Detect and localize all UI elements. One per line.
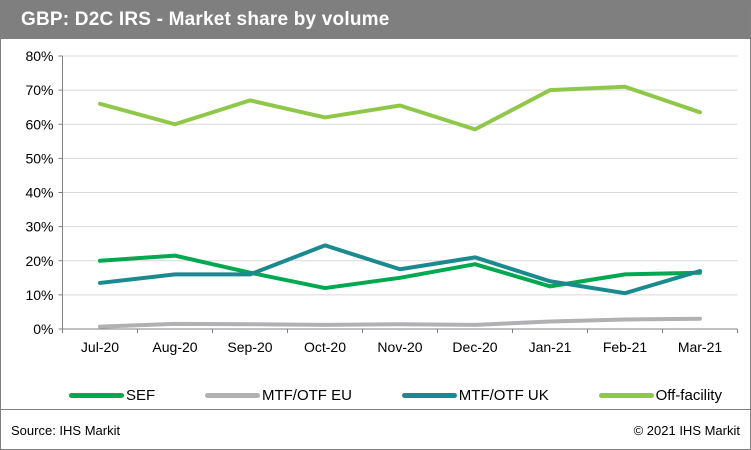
svg-text:0%: 0% (33, 321, 53, 337)
legend-label-mtf-otf-eu: MTF/OTF EU (261, 386, 352, 404)
mtf-otf-uk-line-swatch (401, 392, 457, 398)
line-chart: 0% 10% 20% 30% 40% 50% 60% 70% 80% Jul-20 Aug-20 Se… (25, 48, 738, 355)
copyright-text: © 2021 IHS Markit (633, 422, 740, 438)
svg-text:20%: 20% (25, 253, 53, 269)
svg-text:80%: 80% (25, 48, 53, 64)
sef-line-swatch (69, 392, 124, 398)
legend-label-mtf-otf-uk: MTF/OTF UK (458, 386, 549, 404)
legend-item-mtf-otf-uk: MTF/OTF UK (401, 386, 549, 404)
footer-divider (1, 409, 750, 410)
legend-label-off-facility: Off-facility (655, 386, 722, 404)
svg-text:Oct-20: Oct-20 (304, 339, 346, 355)
svg-text:Dec-20: Dec-20 (452, 339, 497, 355)
svg-text:50%: 50% (25, 150, 53, 166)
svg-text:40%: 40% (25, 185, 53, 201)
legend-item-sef: SEF (69, 387, 155, 404)
svg-text:70%: 70% (25, 82, 53, 98)
off-facility-line-swatch (598, 392, 654, 398)
mtf-otf-eu-line-swatch (204, 392, 260, 398)
svg-text:30%: 30% (25, 219, 53, 235)
chart-title: GBP: D2C IRS - Market share by volume (21, 9, 390, 30)
svg-text:Jan-21: Jan-21 (529, 339, 572, 355)
svg-text:Feb-21: Feb-21 (603, 339, 648, 355)
svg-text:Mar-21: Mar-21 (678, 339, 723, 355)
legend-label-sef: SEF (126, 386, 156, 404)
svg-text:60%: 60% (25, 116, 53, 132)
legend-item-off-facility: Off-facility (598, 386, 722, 404)
svg-text:Jul-20: Jul-20 (81, 339, 119, 355)
svg-text:Nov-20: Nov-20 (377, 339, 422, 355)
legend: SEF MTF/OTF EU MTF/OTF UK Off-facility (1, 381, 750, 409)
chart-title-bar: GBP: D2C IRS - Market share by volume (1, 1, 750, 39)
svg-text:10%: 10% (25, 287, 53, 303)
source-text: Source: IHS Markit (11, 422, 121, 438)
svg-text:Sep-20: Sep-20 (227, 339, 272, 355)
chart-area: 0% 10% 20% 30% 40% 50% 60% 70% 80% Jul-20 Aug-20 Se… (1, 39, 750, 381)
svg-text:Aug-20: Aug-20 (152, 339, 197, 355)
footer: Source: IHS Markit © 2021 IHS Markit (1, 410, 750, 449)
legend-item-mtf-otf-eu: MTF/OTF EU (204, 386, 352, 404)
